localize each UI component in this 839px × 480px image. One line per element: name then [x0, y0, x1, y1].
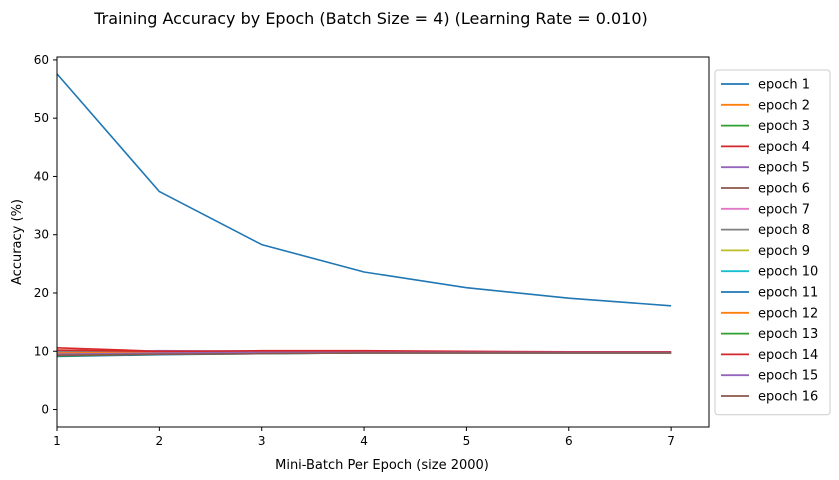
legend-label: epoch 10 — [758, 265, 818, 280]
legend-label: epoch 13 — [758, 327, 818, 342]
legend-label: epoch 14 — [758, 348, 818, 363]
legend-label: epoch 4 — [758, 140, 810, 155]
x-tick-label: 6 — [565, 434, 573, 448]
y-tick-label: 40 — [34, 169, 49, 183]
legend-label: epoch 11 — [758, 286, 818, 301]
y-tick-label: 50 — [34, 111, 49, 125]
x-tick-label: 1 — [53, 434, 61, 448]
x-axis-label: Mini-Batch Per Epoch (size 2000) — [275, 458, 489, 473]
legend-label: epoch 1 — [758, 78, 810, 93]
x-axis: 1 2 3 4 5 6 7 — [53, 427, 675, 448]
legend-label: epoch 6 — [758, 182, 810, 197]
y-tick-label: 10 — [34, 344, 49, 358]
y-tick-label: 60 — [34, 53, 49, 67]
legend-label: epoch 16 — [758, 390, 818, 405]
x-tick-label: 7 — [667, 434, 675, 448]
y-tick-label: 0 — [41, 403, 49, 417]
legend-label: epoch 5 — [758, 161, 810, 176]
x-tick-label: 4 — [360, 434, 368, 448]
legend-label: epoch 15 — [758, 369, 818, 384]
legend-label: epoch 2 — [758, 98, 810, 113]
x-tick-label: 3 — [258, 434, 266, 448]
y-axis: 0 10 20 30 40 50 60 — [34, 53, 57, 417]
legend-label: epoch 7 — [758, 202, 810, 217]
chart-title: Training Accuracy by Epoch (Batch Size =… — [93, 9, 648, 28]
legend-frame — [714, 69, 831, 416]
series-line-epoch-1 — [56, 73, 672, 307]
y-tick-label: 20 — [34, 286, 49, 300]
legend: epoch 1 epoch 2 epoch 3 epoch 4 epoch 5 epoch… — [714, 69, 831, 416]
y-axis-label: Accuracy (%) — [10, 199, 25, 285]
y-tick-label: 30 — [34, 228, 49, 242]
legend-label: epoch 3 — [758, 119, 810, 134]
legend-label: epoch 8 — [758, 223, 810, 238]
x-tick-label: 2 — [156, 434, 164, 448]
legend-label: epoch 12 — [758, 306, 818, 321]
x-tick-label: 5 — [463, 434, 471, 448]
legend-label: epoch 9 — [758, 244, 810, 259]
series-lines — [56, 73, 672, 358]
series-line-epoch-16 — [56, 352, 672, 357]
plot-frame — [56, 56, 710, 428]
